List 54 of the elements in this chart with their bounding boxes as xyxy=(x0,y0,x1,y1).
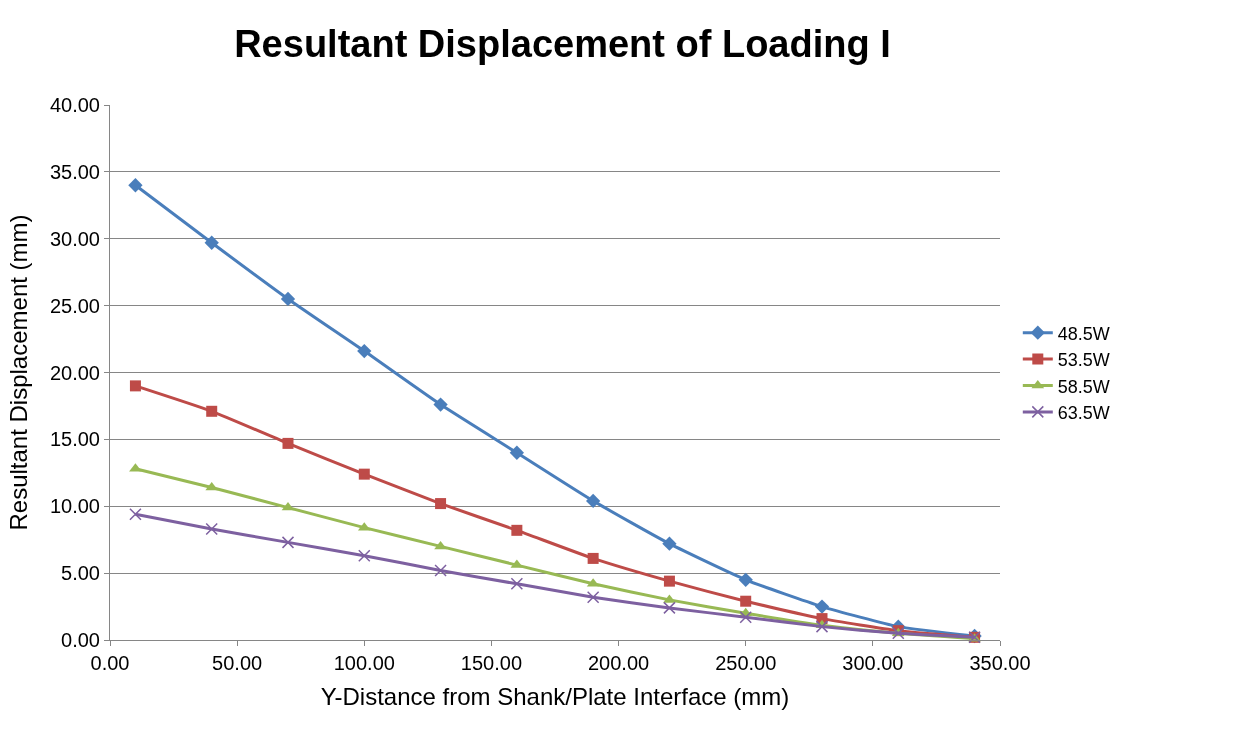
point xyxy=(281,536,295,549)
x-axis-title: Y-Distance from Shank/Plate Interface (mm) xyxy=(320,683,790,711)
x-tick-label: 200.00 xyxy=(587,652,650,674)
y-tick-label: 35.00 xyxy=(49,160,100,183)
x-tick-label: 50.00 xyxy=(212,652,263,674)
point xyxy=(587,552,599,564)
x-tick-label: 0.00 xyxy=(90,652,130,674)
point xyxy=(282,437,294,449)
legend-label: 63.5W xyxy=(1057,402,1110,423)
point xyxy=(434,564,447,577)
x-tick-label: 250.00 xyxy=(715,652,777,674)
y-tick-label: 15.00 xyxy=(49,428,100,451)
x-tick-label: 100.00 xyxy=(333,652,395,674)
chart-title: Resultant Displacement of Loading I xyxy=(234,22,891,65)
y-tick-label: 10.00 xyxy=(49,495,100,518)
point xyxy=(586,590,600,604)
x-tick-label: 300.00 xyxy=(842,652,904,674)
point xyxy=(510,577,524,591)
legend-label: 53.5W xyxy=(1057,350,1110,371)
y-tick-label: 0.00 xyxy=(61,629,100,651)
point xyxy=(509,445,525,460)
point xyxy=(738,572,753,587)
y-tick-label: 25.00 xyxy=(49,294,100,317)
point xyxy=(815,620,829,633)
point xyxy=(358,468,370,480)
point xyxy=(740,595,752,607)
y-axis-title: Resultant Displacement (mm) xyxy=(5,214,33,531)
point xyxy=(814,599,830,614)
x-tick-label: 150.00 xyxy=(460,652,523,674)
point xyxy=(204,235,219,250)
point xyxy=(433,397,448,412)
point xyxy=(358,549,371,562)
point xyxy=(739,611,752,624)
point xyxy=(662,536,677,551)
point xyxy=(129,380,141,392)
point xyxy=(280,291,296,307)
point xyxy=(663,575,675,587)
x-tick-label: 350.00 xyxy=(969,652,1031,674)
point xyxy=(663,601,676,615)
y-tick-label: 30.00 xyxy=(49,227,100,250)
point xyxy=(434,540,447,550)
point xyxy=(129,508,142,521)
legend-label: 58.5W xyxy=(1057,376,1110,397)
point xyxy=(585,493,601,509)
y-tick-label: 40.00 xyxy=(49,94,100,116)
point xyxy=(435,498,447,510)
point xyxy=(357,343,372,359)
point xyxy=(511,524,523,536)
y-tick-label: 5.00 xyxy=(61,562,100,585)
point xyxy=(206,405,218,417)
legend-label: 48.5W xyxy=(1057,323,1110,344)
y-tick-label: 20.00 xyxy=(49,361,100,384)
point xyxy=(205,522,218,536)
point xyxy=(128,178,143,193)
